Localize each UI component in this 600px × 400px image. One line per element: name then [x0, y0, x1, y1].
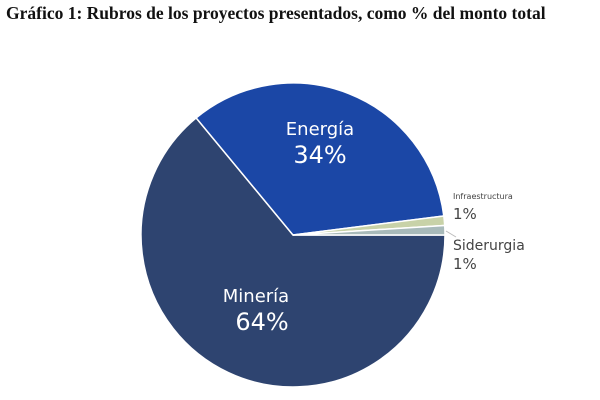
- chart-title: Gráfico 1: Rubros de los proyectos prese…: [6, 3, 546, 23]
- slice-value-siderurgia: 1%: [453, 255, 477, 273]
- slice-value-mineria: 64%: [235, 308, 288, 336]
- slice-name-siderurgia: Siderurgia: [453, 238, 525, 254]
- slice-name-energia: Energía: [286, 119, 354, 140]
- pie-slice-siderurgia: [292, 224, 446, 236]
- pie-slice-energia: [195, 82, 445, 236]
- pie-slice-mineria: [140, 116, 446, 388]
- slice-value-infraestructura: 1%: [453, 205, 477, 223]
- leader-line: [445, 230, 457, 238]
- slice-name-infraestructura: Infraestructura: [453, 192, 513, 201]
- slice-value-energia: 34%: [293, 141, 346, 169]
- slice-name-mineria: Minería: [223, 286, 289, 307]
